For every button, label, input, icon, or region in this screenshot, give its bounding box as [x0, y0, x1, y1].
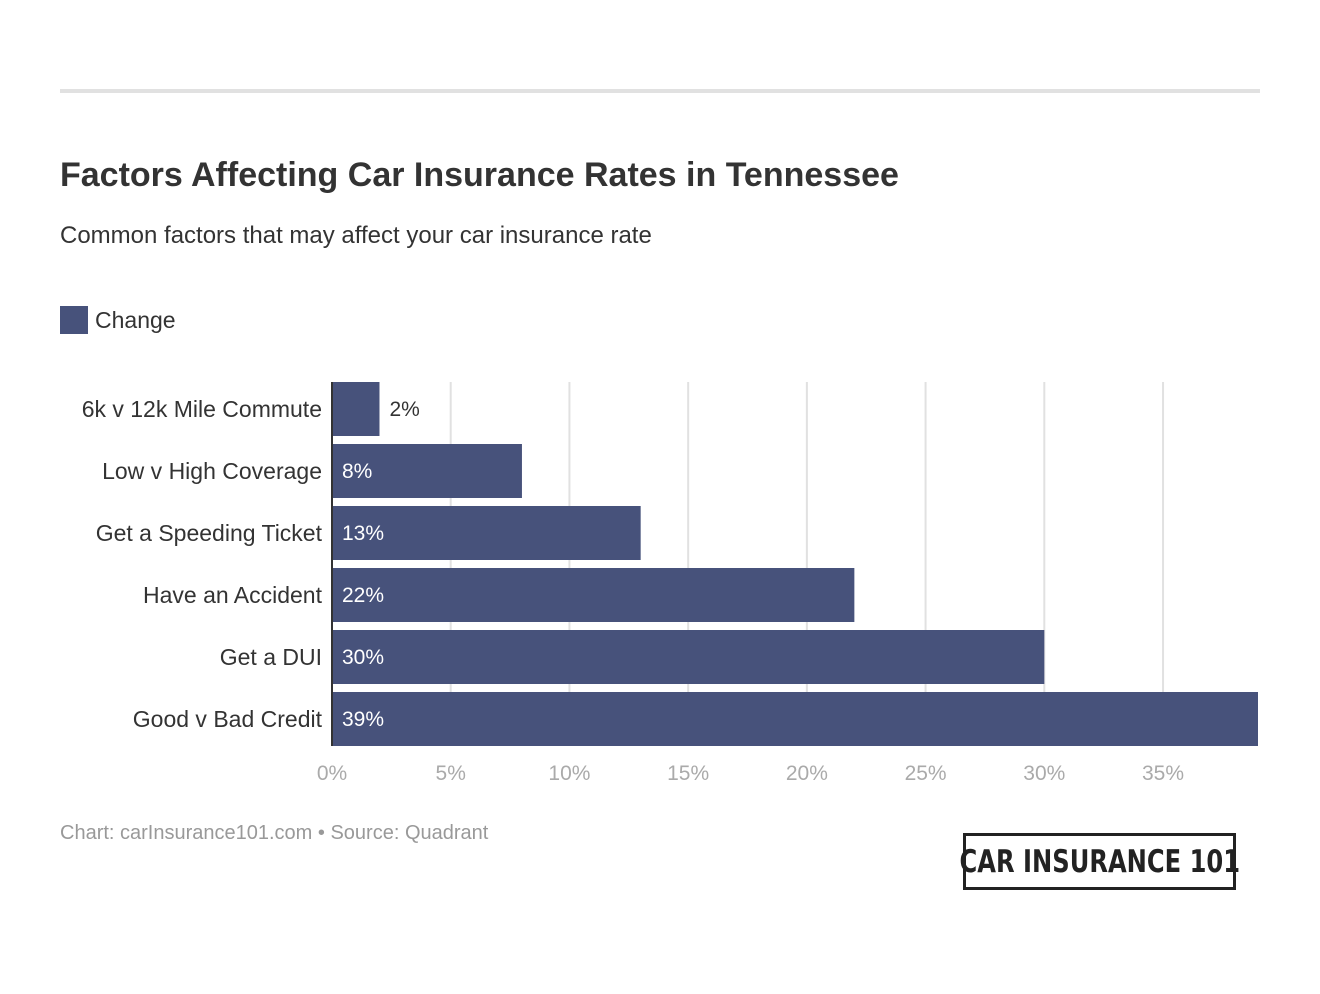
- bar: [332, 506, 641, 560]
- x-tick-label: 25%: [905, 762, 947, 785]
- category-label: Get a Speeding Ticket: [96, 520, 323, 546]
- category-label: Have an Accident: [143, 582, 323, 608]
- x-tick-label: 30%: [1023, 762, 1065, 785]
- x-tick-label: 15%: [667, 762, 709, 785]
- bar-chart: 0% 5% 10% 15% 20% 25% 30% 35% 6k v 12k Mile Comm…: [82, 382, 1258, 785]
- x-tick-label: 20%: [786, 762, 828, 785]
- x-tick-label: 5%: [436, 762, 466, 785]
- bar: [332, 568, 855, 622]
- data-label: 2%: [389, 398, 419, 421]
- data-label: 13%: [342, 522, 384, 545]
- data-label: 30%: [342, 646, 384, 669]
- category-label: Good v Bad Credit: [133, 706, 323, 732]
- x-tick-label: 10%: [548, 762, 590, 785]
- top-divider: [60, 89, 1260, 93]
- category-label: Low v High Coverage: [102, 458, 322, 484]
- legend-swatch: [60, 306, 88, 334]
- data-label: 39%: [342, 708, 384, 731]
- chart-credit: Chart: carInsurance101.com • Source: Qua…: [60, 822, 489, 844]
- bar: [332, 692, 1258, 746]
- chart-title: Factors Affecting Car Insurance Rates in…: [60, 156, 899, 194]
- bar: [332, 444, 522, 498]
- data-label: 22%: [342, 584, 384, 607]
- car-insurance-101-logo: CAR INSURANCE 101: [959, 833, 1240, 890]
- category-label: 6k v 12k Mile Commute: [82, 396, 322, 422]
- category-label: Get a DUI: [220, 644, 322, 670]
- legend-label: Change: [95, 306, 176, 333]
- x-tick-label: 35%: [1142, 762, 1184, 785]
- x-tick-label: 0%: [317, 762, 347, 785]
- chart-subtitle: Common factors that may affect your car …: [60, 222, 652, 249]
- logo-text: CAR INSURANCE 101: [959, 843, 1240, 880]
- bar: [332, 630, 1045, 684]
- legend: Change: [60, 306, 176, 334]
- data-label: 8%: [342, 460, 372, 483]
- bar: [332, 382, 380, 436]
